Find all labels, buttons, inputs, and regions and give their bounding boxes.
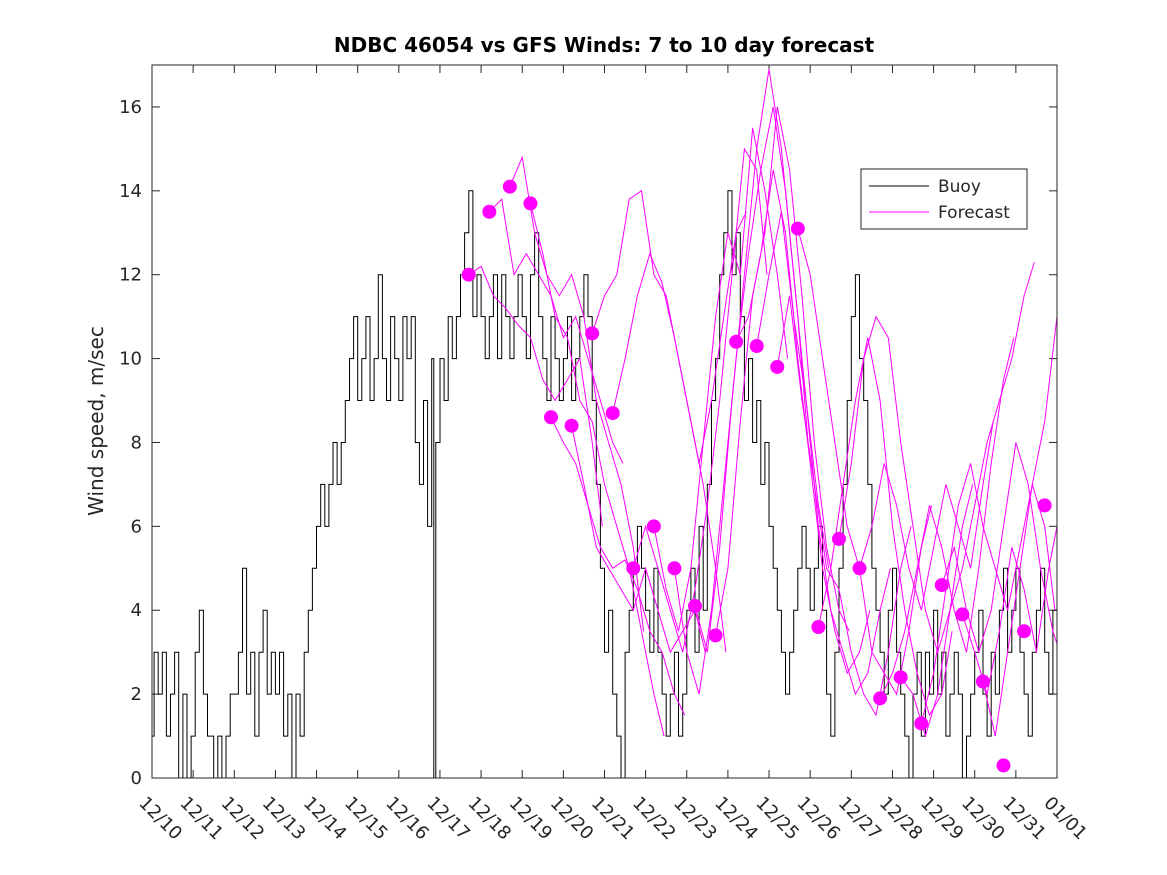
y-tick-label: 16 [119, 97, 142, 118]
forecast-marker-9 [646, 519, 661, 534]
forecast-line-22 [920, 463, 1056, 724]
forecast-marker-22 [914, 716, 929, 731]
forecast-line-20 [879, 337, 1015, 699]
y-tick-label: 4 [131, 600, 142, 621]
forecast-marker-5 [564, 418, 579, 433]
forecast-line-8 [632, 147, 768, 653]
forecast-line-1 [488, 198, 624, 464]
forecast-line-18 [838, 315, 974, 654]
forecast-marker-18 [831, 531, 846, 546]
forecast-line-25 [982, 316, 1058, 737]
forecast-marker-25 [975, 674, 990, 689]
forecast-marker-28 [1037, 498, 1052, 513]
forecast-marker-10 [667, 561, 682, 576]
forecast-marker-24 [955, 607, 970, 622]
y-tick-label: 6 [131, 516, 142, 537]
forecast-marker-13 [729, 334, 744, 349]
forecast-marker-17 [811, 620, 826, 635]
forecast-line-5 [571, 425, 706, 654]
forecast-line-4 [550, 417, 686, 716]
forecast-marker-1 [482, 204, 497, 219]
forecast-line-6 [591, 189, 727, 653]
forecast-line-19 [859, 421, 994, 611]
forecast-line-9 [653, 127, 789, 632]
forecast-line-15 [776, 295, 912, 717]
forecast-line-0 [468, 265, 603, 527]
forecast-marker-19 [852, 561, 867, 576]
chart-title: NDBC 46054 vs GFS Winds: 7 to 10 day for… [334, 33, 875, 57]
forecast-line-23 [941, 442, 1058, 654]
y-tick-label: 2 [131, 684, 142, 705]
forecast-marker-12 [708, 628, 723, 643]
forecast-marker-20 [873, 691, 888, 706]
y-axis-label: Wind speed, m/sec [84, 326, 108, 516]
buoy-series-line [152, 190, 1058, 779]
forecast-marker-26 [996, 758, 1011, 773]
legend-buoy-label: Buoy [938, 177, 981, 197]
forecast-line-14 [756, 211, 891, 696]
forecast-line-12 [715, 106, 850, 636]
forecast-marker-14 [749, 339, 764, 354]
forecast-marker-15 [770, 359, 785, 374]
forecast-marker-23 [934, 578, 949, 593]
forecast-marker-4 [544, 410, 559, 425]
forecast-marker-6 [585, 326, 600, 341]
legend: Buoy Forecast [860, 168, 1028, 230]
forecast-marker-7 [605, 406, 620, 421]
forecast-marker-3 [523, 196, 538, 211]
forecast-line-17 [817, 337, 953, 717]
y-tick-label: 10 [119, 349, 142, 370]
forecast-line-16 [797, 228, 932, 696]
forecast-marker-27 [1017, 624, 1032, 639]
forecast-line-3 [530, 203, 665, 737]
forecast-marker-0 [461, 267, 476, 282]
forecast-marker-16 [790, 221, 805, 236]
y-tick-label: 12 [119, 265, 142, 286]
forecast-line-24 [961, 526, 1058, 695]
forecast-marker-11 [688, 599, 702, 614]
y-tick-label: 8 [131, 432, 142, 453]
y-tick-label: 14 [119, 181, 142, 202]
plot-frame [151, 64, 1058, 779]
forecast-line-7 [612, 211, 747, 464]
forecast-marker-21 [893, 670, 908, 685]
forecast-marker-8 [626, 561, 641, 576]
series-layer [152, 69, 1058, 779]
forecast-marker-2 [502, 179, 517, 194]
y-tick-label: 0 [131, 768, 142, 789]
legend-forecast-label: Forecast [938, 203, 1010, 223]
forecast-line-2 [509, 155, 645, 632]
legend-box [860, 168, 1028, 230]
